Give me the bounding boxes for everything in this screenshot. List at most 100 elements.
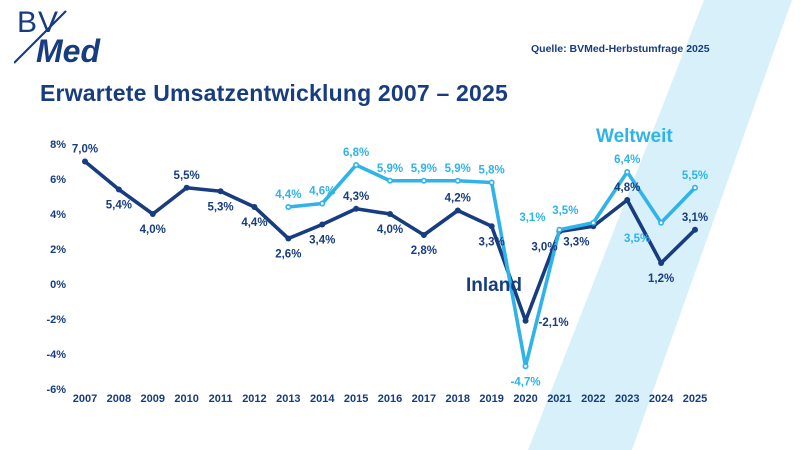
x-year-label: 2021 <box>547 393 571 405</box>
series-marker-center <box>286 205 290 209</box>
data-point-label: 1,2% <box>648 273 674 285</box>
series-line-inland <box>83 159 697 323</box>
data-point-label: 4,8% <box>614 182 640 194</box>
series-marker-center <box>422 179 426 183</box>
series-marker-center <box>625 170 629 174</box>
y-tick-label: 4% <box>50 209 66 221</box>
series-marker <box>420 232 427 238</box>
x-year-label: 2024 <box>649 393 674 405</box>
x-year-label: 2016 <box>378 393 402 405</box>
data-point-label: 2,6% <box>275 249 301 261</box>
x-year-label: 2023 <box>615 393 639 405</box>
data-point-label: 4,2% <box>445 193 471 205</box>
x-year-label: 2020 <box>513 393 537 405</box>
series-marker-center <box>388 179 392 183</box>
x-year-label: 2014 <box>310 393 335 405</box>
data-point-label: 2,8% <box>411 245 437 257</box>
data-point-label: 3,4% <box>309 235 335 247</box>
data-point-label: -2,1% <box>539 317 569 329</box>
series-name-label-weltweit: Weltweit <box>596 126 673 147</box>
series-marker-center <box>659 221 663 225</box>
data-point-label: 5,9% <box>411 163 437 175</box>
chart-title: Erwartete Umsatzentwicklung 2007 – 2025 <box>40 80 509 106</box>
data-point-label: 5,9% <box>445 163 471 175</box>
data-point-label: 7,0% <box>72 144 98 156</box>
series-marker <box>387 211 393 217</box>
data-point-label: 5,9% <box>377 163 403 175</box>
y-tick-label: -6% <box>46 384 66 396</box>
series-marker-center <box>320 202 324 205</box>
data-point-label: 4,4% <box>241 217 267 229</box>
x-year-label: 2017 <box>412 393 436 405</box>
data-point-label: 4,6% <box>309 186 335 198</box>
x-year-label: 2015 <box>344 393 368 405</box>
x-year-label: 2007 <box>73 393 97 405</box>
y-tick-label: -4% <box>46 349 66 361</box>
source-note: Quelle: BVMed-Herbstumfrage 2025 <box>531 43 710 55</box>
data-point-label: 3,3% <box>479 236 505 248</box>
x-year-label: 2025 <box>683 393 707 405</box>
x-year-label: 2019 <box>479 393 503 405</box>
revenue-chart: 8% 6% 4% 2% 0% -2% -4% -6% 2007 2008 2009 2010 2011 2… <box>46 126 708 405</box>
series-marker-center <box>354 163 358 167</box>
series-marker <box>522 317 529 324</box>
data-point-label: -4,7% <box>511 376 541 388</box>
series-marker-center <box>456 179 460 183</box>
series-marker <box>149 211 156 217</box>
series-marker <box>217 188 224 195</box>
series-marker-center <box>524 364 527 368</box>
x-year-label: 2022 <box>581 393 605 405</box>
y-tick-label: 2% <box>50 244 66 256</box>
data-point-label: 4,3% <box>343 191 369 203</box>
x-year-label: 2010 <box>174 393 198 405</box>
x-year-label: 2013 <box>276 393 300 405</box>
y-tick-label: 0% <box>50 279 66 291</box>
data-point-label: 5,4% <box>106 200 132 212</box>
bvmed-logo: BV Med <box>14 6 101 69</box>
data-point-label: 5,5% <box>174 170 200 182</box>
data-point-label: 3,5% <box>552 205 578 217</box>
data-point-label: 3,0% <box>531 242 557 254</box>
x-year-label: 2008 <box>107 393 131 405</box>
data-point-label: 4,0% <box>377 224 403 236</box>
series-marker <box>251 204 258 210</box>
logo-slash <box>14 10 67 64</box>
series-marker <box>115 186 122 193</box>
data-point-label: 3,1% <box>682 212 708 224</box>
x-year-label: 2011 <box>209 393 233 405</box>
data-point-label: 6,8% <box>343 147 369 159</box>
series-name-label-inland: Inland <box>466 275 522 296</box>
series-marker <box>353 205 360 212</box>
series-marker <box>285 235 292 242</box>
series-marker <box>624 197 631 203</box>
x-year-label: 2009 <box>141 393 165 405</box>
data-point-label: 5,5% <box>682 170 708 182</box>
series-marker <box>183 184 190 191</box>
series-marker <box>454 207 461 214</box>
data-point-label: 3,5% <box>624 233 650 245</box>
logo-text-med: Med <box>36 33 101 69</box>
data-point-label: 3,1% <box>519 212 545 224</box>
y-tick-label: 8% <box>50 139 66 151</box>
data-point-label: 5,3% <box>207 201 233 213</box>
x-year-label: 2012 <box>242 393 266 405</box>
y-tick-label: 6% <box>50 174 66 186</box>
data-point-label: 4,4% <box>275 189 301 201</box>
x-year-label: 2018 <box>446 393 470 405</box>
series-marker-center <box>591 221 595 225</box>
data-point-label: 5,8% <box>479 165 505 177</box>
data-point-label: 4,0% <box>140 224 166 236</box>
data-point-label: 6,4% <box>614 154 640 166</box>
logo-text-bv: BV <box>17 6 59 39</box>
data-point-label: 3,3% <box>563 236 589 248</box>
series-marker-center <box>558 228 561 232</box>
series-marker-center <box>693 186 697 190</box>
y-tick-label: -2% <box>46 314 66 326</box>
series-marker <box>82 158 88 165</box>
series-marker <box>319 221 326 228</box>
series-marker <box>692 226 698 233</box>
series-marker <box>488 223 495 230</box>
series-marker-center <box>490 181 494 184</box>
series-marker <box>658 260 665 266</box>
